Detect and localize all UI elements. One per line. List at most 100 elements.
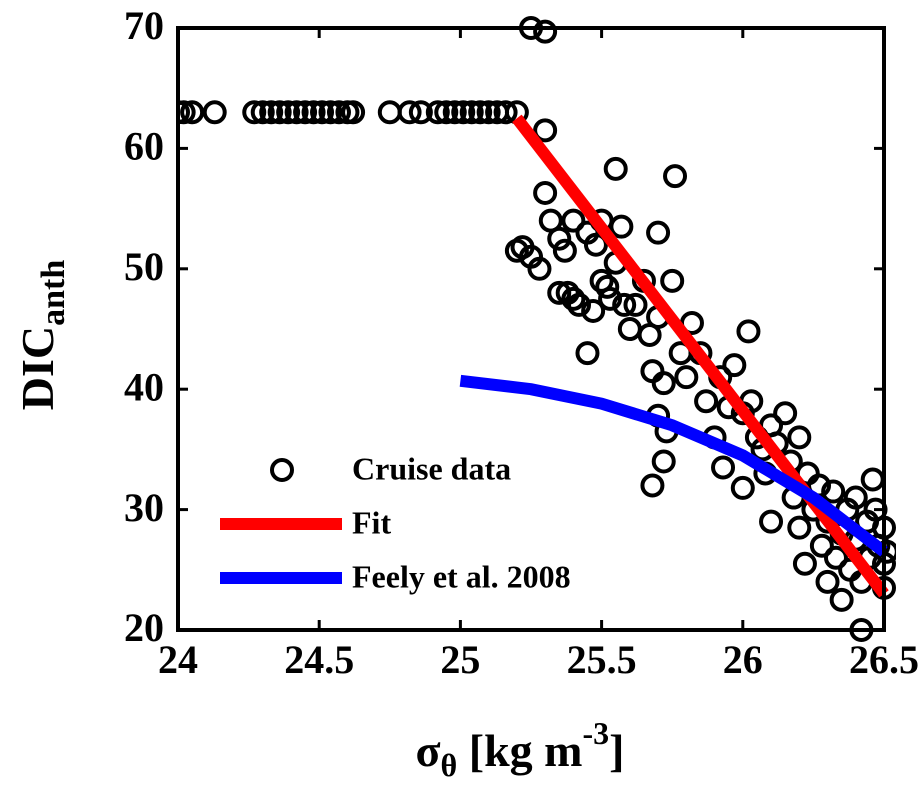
point	[711, 455, 736, 480]
point	[792, 551, 817, 576]
point	[284, 100, 309, 125]
label-part: -3	[582, 715, 609, 751]
point	[603, 156, 628, 181]
point	[408, 100, 433, 125]
point	[293, 100, 318, 125]
label-part: σ	[416, 725, 441, 776]
point	[425, 100, 450, 125]
point	[547, 280, 572, 305]
point	[326, 100, 351, 125]
point	[178, 100, 190, 125]
point	[843, 485, 868, 510]
point	[773, 401, 798, 426]
point	[612, 292, 637, 317]
plot-frame	[176, 26, 886, 632]
point	[860, 467, 885, 492]
point	[623, 292, 648, 317]
point	[310, 100, 335, 125]
point	[561, 208, 586, 233]
point	[660, 268, 685, 293]
point	[617, 317, 642, 341]
x-tick-label: 24.5	[284, 637, 354, 682]
y-tick-label: 20	[124, 605, 164, 650]
point	[451, 100, 476, 125]
point	[787, 425, 812, 450]
point	[651, 371, 676, 396]
label-part: DIC	[12, 326, 63, 410]
point	[276, 100, 301, 125]
legend-label: Fit	[352, 504, 391, 540]
point	[202, 100, 227, 125]
x-axis-label: σθ [kg m-3]	[416, 715, 625, 783]
point	[595, 274, 620, 299]
point	[646, 220, 671, 245]
y-tick-label: 50	[124, 244, 164, 289]
legend-marker	[270, 458, 294, 482]
point	[651, 449, 676, 474]
label-part: [kg m	[457, 725, 582, 776]
point	[552, 238, 577, 263]
point	[821, 479, 846, 504]
point	[583, 232, 608, 257]
y-axis-label: DICanth	[12, 260, 72, 411]
y-tick-label: 70	[124, 3, 164, 48]
point	[442, 100, 467, 125]
point	[567, 292, 592, 317]
point	[434, 100, 459, 125]
point	[759, 509, 784, 534]
point	[459, 100, 484, 125]
point	[640, 473, 665, 498]
point	[663, 164, 688, 189]
point	[341, 100, 366, 125]
point	[736, 319, 761, 344]
point	[787, 515, 812, 540]
point	[533, 180, 558, 205]
point	[609, 214, 634, 239]
x-tick-label: 26.5	[849, 637, 919, 682]
point	[694, 389, 719, 414]
point	[815, 569, 840, 594]
point	[476, 100, 501, 125]
x-tick-label: 26	[723, 637, 763, 682]
point	[730, 475, 755, 500]
point	[547, 226, 572, 251]
point	[180, 100, 205, 125]
point	[242, 100, 267, 125]
x-tick-label: 25	[440, 637, 480, 682]
point	[259, 100, 284, 125]
label-part: θ	[441, 747, 458, 783]
line	[512, 114, 889, 598]
point	[318, 100, 343, 125]
x-tick-label: 24	[158, 637, 198, 682]
legend-label: Feely et al. 2008	[352, 558, 571, 594]
point	[561, 286, 586, 311]
point	[809, 533, 834, 558]
y-tick-label: 40	[124, 364, 164, 409]
point	[722, 353, 747, 378]
line	[459, 374, 888, 557]
y-tick-label: 30	[124, 485, 164, 530]
point	[533, 118, 558, 143]
point	[829, 587, 854, 612]
point	[250, 100, 275, 125]
point	[674, 365, 699, 390]
point	[533, 19, 558, 44]
point	[581, 298, 606, 323]
legend-label: Cruise data	[352, 450, 511, 486]
plot-area	[178, 16, 896, 642]
label-part: ]	[609, 725, 624, 776]
label-part: anth	[35, 260, 72, 326]
point	[575, 341, 600, 366]
point	[397, 100, 422, 125]
point	[301, 100, 326, 125]
point	[527, 256, 552, 281]
y-tick-label: 60	[124, 124, 164, 169]
point	[823, 545, 848, 570]
point	[267, 100, 292, 125]
point	[493, 100, 518, 125]
point	[598, 286, 623, 311]
point	[640, 359, 665, 384]
point	[178, 100, 196, 125]
point	[377, 100, 402, 125]
